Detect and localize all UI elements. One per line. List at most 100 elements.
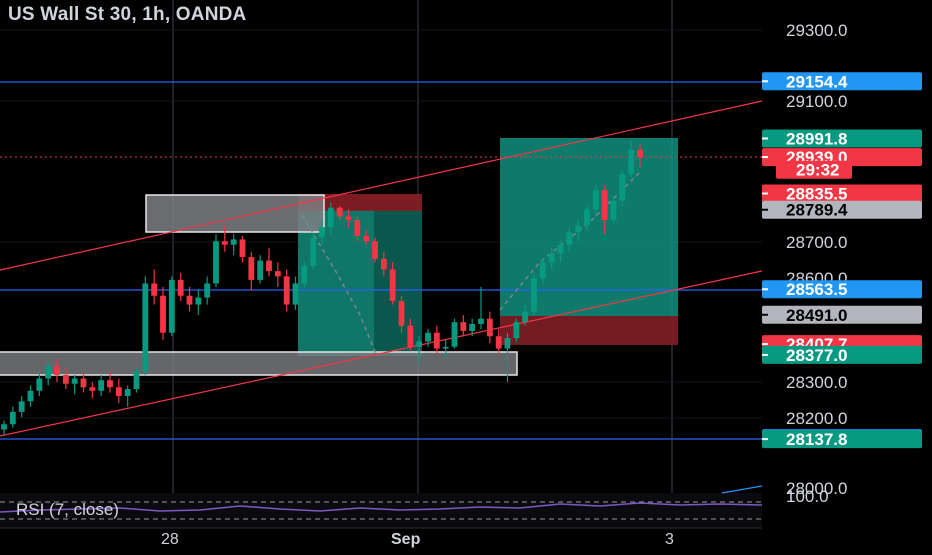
bar-countdown-tag: 29:32 bbox=[776, 160, 852, 180]
candle bbox=[310, 234, 317, 270]
candle bbox=[566, 227, 573, 252]
candle bbox=[637, 144, 643, 168]
candle bbox=[398, 295, 405, 333]
candle bbox=[539, 258, 546, 284]
candle bbox=[478, 286, 484, 330]
rsi-indicator-label[interactable]: RSI (7, close) bbox=[16, 500, 119, 519]
candle bbox=[168, 276, 175, 337]
candle bbox=[486, 311, 493, 344]
svg-text:29154.4: 29154.4 bbox=[786, 72, 848, 91]
candle bbox=[248, 251, 255, 291]
candle bbox=[416, 336, 423, 365]
candle bbox=[133, 367, 140, 393]
candle bbox=[380, 251, 387, 277]
rsi-panel bbox=[0, 485, 763, 528]
candle bbox=[230, 234, 237, 256]
candle bbox=[301, 262, 308, 287]
horizontal-level-lines[interactable] bbox=[0, 81, 762, 440]
candle bbox=[115, 378, 122, 404]
candle bbox=[274, 262, 281, 287]
candle bbox=[619, 170, 626, 206]
candle bbox=[336, 206, 343, 221]
candle bbox=[45, 360, 52, 386]
price-tags: 29154.428991.828939.029:3228835.528789.4… bbox=[762, 72, 922, 449]
svg-text:28991.8: 28991.8 bbox=[786, 129, 847, 148]
time-label-sep: Sep bbox=[391, 531, 421, 548]
price-tag: 28137.8 bbox=[762, 430, 922, 449]
candle bbox=[36, 371, 43, 397]
candle bbox=[204, 276, 211, 305]
price-tick-label: 28300.0 bbox=[786, 373, 847, 392]
candle bbox=[628, 140, 635, 178]
candle bbox=[354, 216, 361, 242]
candle bbox=[442, 339, 449, 358]
candle bbox=[557, 241, 564, 263]
price-tick-label: 28000.0 bbox=[786, 479, 847, 498]
candle bbox=[195, 290, 202, 316]
time-axis[interactable]: 28 Sep 3 bbox=[161, 531, 674, 548]
candle bbox=[9, 406, 16, 428]
candle bbox=[151, 269, 158, 305]
short-position-profit-zone-inner bbox=[298, 210, 374, 356]
svg-text:28563.5: 28563.5 bbox=[786, 280, 847, 299]
candle bbox=[221, 225, 228, 252]
candle bbox=[213, 234, 219, 287]
candle bbox=[345, 209, 352, 228]
time-label-28: 28 bbox=[161, 531, 179, 548]
candle bbox=[62, 367, 69, 390]
support-zone-box[interactable] bbox=[0, 351, 518, 376]
candle bbox=[18, 396, 25, 418]
resistance-zone-box[interactable] bbox=[145, 194, 325, 233]
price-tag: 28563.5 bbox=[762, 280, 922, 299]
short-position-stop-zone[interactable] bbox=[298, 194, 422, 211]
candle bbox=[504, 332, 511, 382]
price-tick-label: 100.0 bbox=[786, 487, 829, 506]
candle bbox=[177, 272, 184, 302]
time-label-3: 3 bbox=[665, 531, 674, 548]
candle bbox=[584, 206, 590, 231]
svg-text:28491.0: 28491.0 bbox=[786, 306, 847, 325]
long-position-profit-zone[interactable] bbox=[500, 138, 678, 316]
candle bbox=[54, 359, 60, 382]
candle bbox=[601, 184, 608, 235]
candle bbox=[186, 286, 193, 312]
position-boxes[interactable] bbox=[298, 138, 678, 356]
candle bbox=[142, 276, 149, 375]
price-tick-label: 28700.0 bbox=[786, 233, 847, 252]
price-tag: 28835.5 bbox=[762, 184, 922, 204]
candle bbox=[107, 371, 113, 393]
price-tag: 29154.4 bbox=[762, 72, 922, 91]
projection-path-short bbox=[301, 214, 377, 355]
channel-lower-line bbox=[0, 270, 763, 437]
price-tag: 28377.0 bbox=[762, 345, 922, 365]
svg-text:28789.4: 28789.4 bbox=[786, 201, 848, 220]
candle bbox=[283, 269, 290, 312]
candle bbox=[89, 382, 96, 398]
candle bbox=[513, 318, 520, 342]
price-tag: 28991.8 bbox=[762, 129, 922, 148]
candle bbox=[372, 237, 378, 263]
svg-text:28137.8: 28137.8 bbox=[786, 430, 847, 449]
candle bbox=[592, 184, 599, 217]
candle bbox=[575, 220, 582, 242]
candle bbox=[407, 318, 414, 351]
svg-text:28377.0: 28377.0 bbox=[786, 346, 847, 365]
price-tag: 28789.4 bbox=[762, 200, 922, 220]
candle bbox=[460, 315, 467, 337]
candle bbox=[319, 220, 325, 245]
candle bbox=[363, 230, 370, 245]
candle bbox=[548, 248, 555, 270]
candle bbox=[27, 385, 34, 407]
candle bbox=[80, 373, 87, 393]
candle bbox=[160, 286, 166, 340]
trend-channel[interactable] bbox=[0, 100, 763, 437]
symbol-title[interactable]: US Wall St 30, 1h, OANDA bbox=[8, 4, 247, 25]
candle bbox=[433, 325, 440, 354]
price-tag: 28491.0 bbox=[762, 305, 922, 325]
candle bbox=[425, 329, 431, 347]
candle bbox=[522, 304, 529, 326]
candle bbox=[239, 235, 246, 263]
price-tick-label: 29100.0 bbox=[786, 92, 847, 111]
